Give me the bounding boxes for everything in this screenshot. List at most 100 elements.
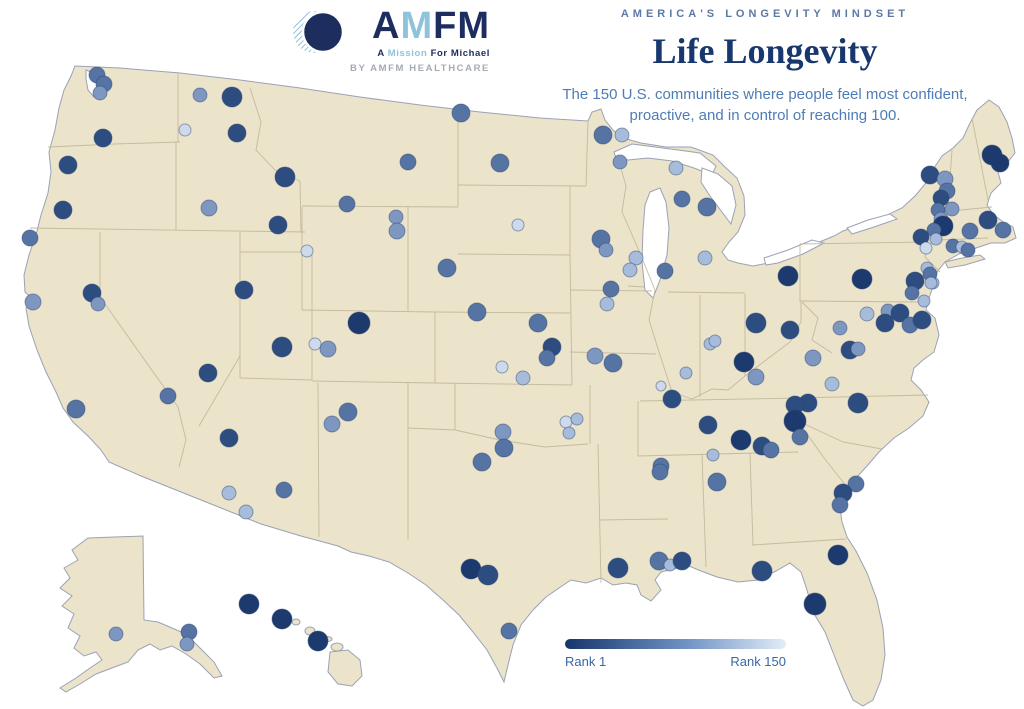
community-dot[interactable] [238, 504, 254, 520]
community-dot[interactable] [221, 86, 243, 108]
community-dot[interactable] [192, 87, 208, 103]
community-dot[interactable] [804, 349, 822, 367]
community-dot[interactable] [234, 280, 254, 300]
community-dot[interactable] [832, 320, 848, 336]
community-dot[interactable] [827, 544, 849, 566]
community-dot[interactable] [803, 592, 827, 616]
community-dot[interactable] [477, 564, 499, 586]
community-dot[interactable] [944, 201, 960, 217]
community-dot[interactable] [706, 448, 720, 462]
community-dot[interactable] [762, 441, 780, 459]
community-dot[interactable] [271, 336, 293, 358]
community-dot[interactable] [733, 351, 755, 373]
community-dot[interactable] [599, 296, 615, 312]
community-dot[interactable] [668, 160, 684, 176]
community-dot[interactable] [697, 197, 717, 217]
community-dot[interactable] [562, 426, 576, 440]
community-dot[interactable] [929, 232, 943, 246]
community-dot[interactable] [673, 190, 691, 208]
community-dot[interactable] [308, 337, 322, 351]
community-dot[interactable] [451, 103, 471, 123]
community-dot[interactable] [307, 630, 329, 652]
community-dot[interactable] [672, 551, 692, 571]
community-dot[interactable] [219, 428, 239, 448]
community-dot[interactable] [960, 242, 976, 258]
community-dot[interactable] [90, 296, 106, 312]
community-dot[interactable] [651, 463, 669, 481]
community-dot[interactable] [707, 472, 727, 492]
community-dot[interactable] [347, 311, 371, 335]
community-dot[interactable] [108, 626, 124, 642]
community-dot[interactable] [824, 376, 840, 392]
community-dot[interactable] [697, 250, 713, 266]
community-dot[interactable] [924, 276, 938, 290]
community-dot[interactable] [730, 429, 752, 451]
community-dot[interactable] [323, 415, 341, 433]
community-dot[interactable] [698, 415, 718, 435]
community-dot[interactable] [66, 399, 86, 419]
community-dot[interactable] [271, 608, 293, 630]
community-dot[interactable] [847, 392, 869, 414]
community-dot[interactable] [603, 353, 623, 373]
community-dot[interactable] [93, 128, 113, 148]
community-dot[interactable] [850, 341, 866, 357]
community-dot[interactable] [300, 244, 314, 258]
community-dot[interactable] [494, 423, 512, 441]
community-dot[interactable] [92, 85, 108, 101]
community-dot[interactable] [53, 200, 73, 220]
community-dot[interactable] [961, 222, 979, 240]
community-dot[interactable] [890, 303, 910, 323]
community-dot[interactable] [178, 123, 192, 137]
community-dot[interactable] [238, 593, 260, 615]
community-dot[interactable] [745, 312, 767, 334]
community-dot[interactable] [917, 294, 931, 308]
community-dot[interactable] [538, 349, 556, 367]
community-dot[interactable] [586, 347, 604, 365]
community-dot[interactable] [274, 166, 296, 188]
community-dot[interactable] [978, 210, 998, 230]
community-dot[interactable] [751, 560, 773, 582]
community-dot[interactable] [847, 475, 865, 493]
community-dot[interactable] [24, 293, 42, 311]
community-dot[interactable] [268, 215, 288, 235]
community-dot[interactable] [511, 218, 525, 232]
community-dot[interactable] [159, 387, 177, 405]
community-dot[interactable] [388, 209, 404, 225]
community-dot[interactable] [990, 153, 1010, 173]
community-dot[interactable] [198, 363, 218, 383]
community-dot[interactable] [628, 250, 644, 266]
community-dot[interactable] [831, 496, 849, 514]
community-dot[interactable] [679, 366, 693, 380]
community-dot[interactable] [200, 199, 218, 217]
community-dot[interactable] [221, 485, 237, 501]
community-dot[interactable] [622, 262, 638, 278]
community-dot[interactable] [780, 320, 800, 340]
community-dot[interactable] [467, 302, 487, 322]
community-dot[interactable] [904, 285, 920, 301]
community-dot[interactable] [570, 412, 584, 426]
community-dot[interactable] [598, 242, 614, 258]
community-dot[interactable] [58, 155, 78, 175]
community-dot[interactable] [777, 265, 799, 287]
community-dot[interactable] [515, 370, 531, 386]
community-dot[interactable] [227, 123, 247, 143]
community-dot[interactable] [607, 557, 629, 579]
community-dot[interactable] [494, 438, 514, 458]
community-dot[interactable] [994, 221, 1012, 239]
community-dot[interactable] [338, 402, 358, 422]
community-dot[interactable] [388, 222, 406, 240]
community-dot[interactable] [920, 165, 940, 185]
community-dot[interactable] [919, 241, 933, 255]
community-dot[interactable] [859, 306, 875, 322]
community-dot[interactable] [614, 127, 630, 143]
community-dot[interactable] [495, 360, 509, 374]
community-dot[interactable] [912, 310, 932, 330]
community-dot[interactable] [851, 268, 873, 290]
community-dot[interactable] [472, 452, 492, 472]
community-dot[interactable] [437, 258, 457, 278]
community-dot[interactable] [655, 380, 667, 392]
community-dot[interactable] [319, 340, 337, 358]
community-dot[interactable] [528, 313, 548, 333]
community-dot[interactable] [708, 334, 722, 348]
community-dot[interactable] [21, 229, 39, 247]
